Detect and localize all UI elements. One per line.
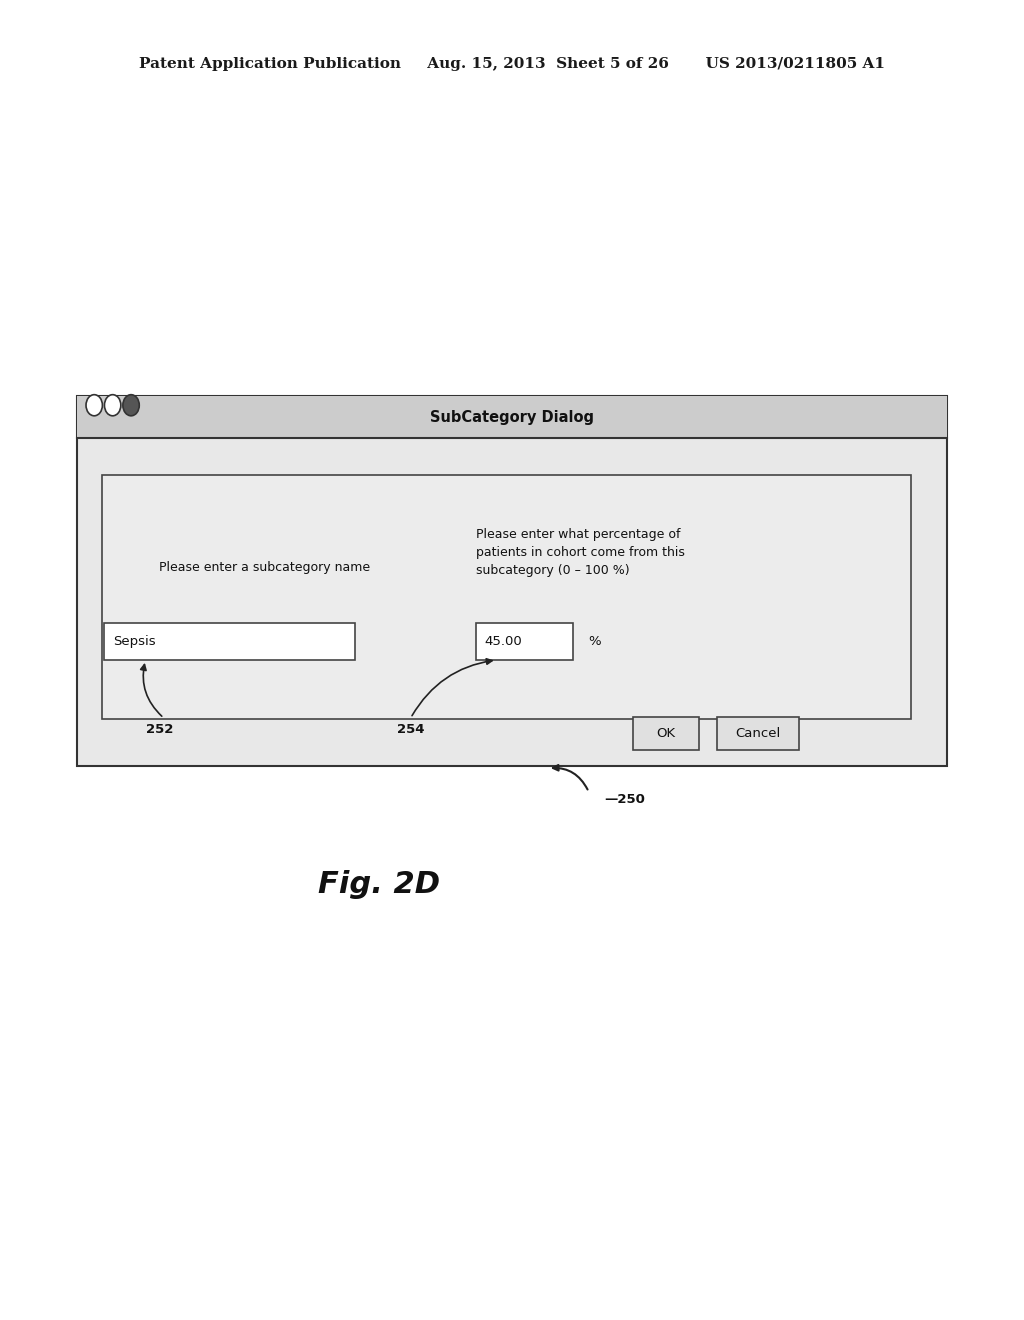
Circle shape (123, 395, 139, 416)
Text: Cancel: Cancel (735, 727, 780, 739)
Text: 252: 252 (146, 723, 174, 737)
Text: —250: —250 (604, 793, 645, 807)
FancyBboxPatch shape (476, 623, 573, 660)
Text: SubCategory Dialog: SubCategory Dialog (430, 409, 594, 425)
FancyBboxPatch shape (104, 623, 355, 660)
Text: Please enter what percentage of
patients in cohort come from this
subcategory (0: Please enter what percentage of patients… (476, 528, 685, 577)
Text: Please enter a subcategory name: Please enter a subcategory name (159, 561, 370, 574)
FancyBboxPatch shape (102, 475, 911, 719)
FancyBboxPatch shape (77, 396, 947, 438)
Text: OK: OK (656, 727, 676, 739)
FancyBboxPatch shape (633, 717, 699, 750)
Text: Fig. 2D: Fig. 2D (317, 870, 440, 899)
Circle shape (104, 395, 121, 416)
Circle shape (86, 395, 102, 416)
Text: 254: 254 (397, 723, 425, 737)
FancyBboxPatch shape (77, 396, 947, 766)
Text: 45.00: 45.00 (484, 635, 522, 648)
FancyBboxPatch shape (717, 717, 799, 750)
Text: Sepsis: Sepsis (113, 635, 156, 648)
Text: Patent Application Publication     Aug. 15, 2013  Sheet 5 of 26       US 2013/02: Patent Application Publication Aug. 15, … (139, 57, 885, 71)
Text: %: % (588, 635, 600, 648)
